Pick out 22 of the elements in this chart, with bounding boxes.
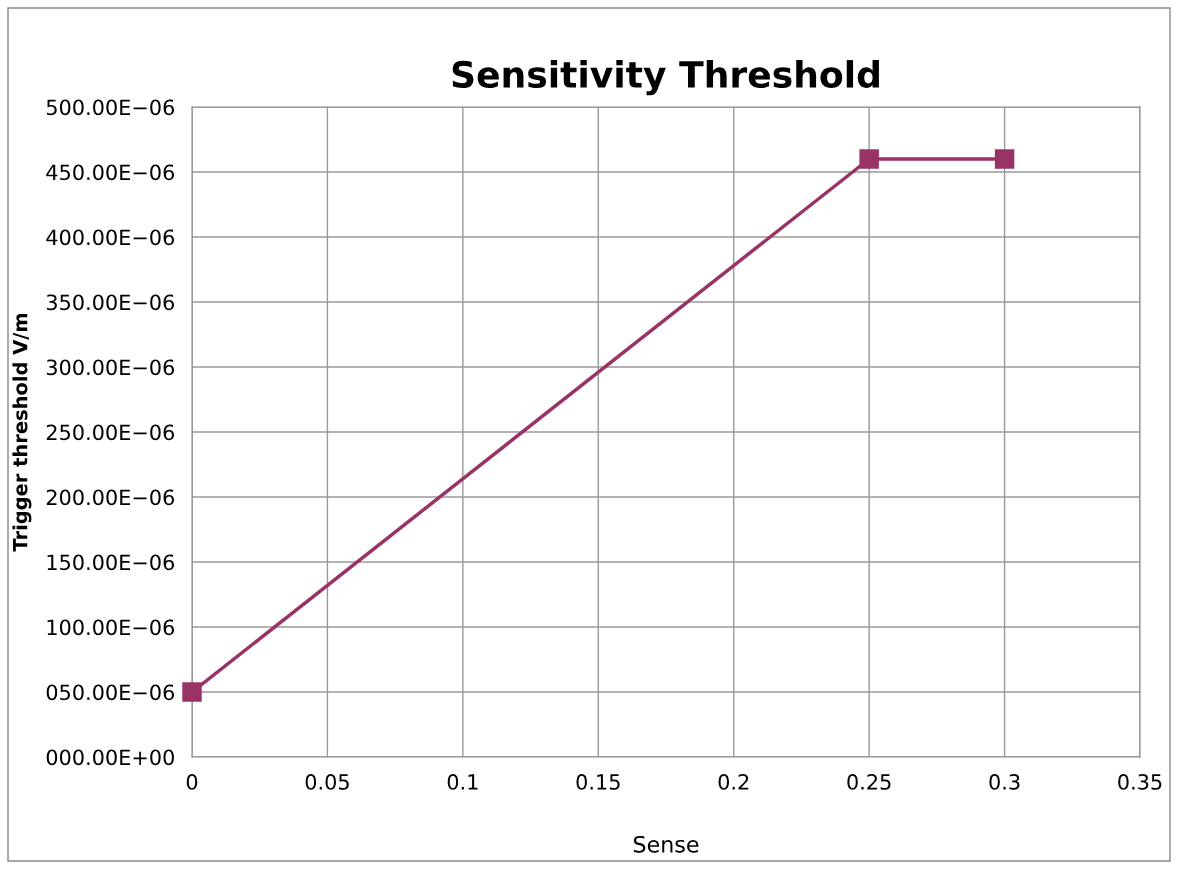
x-tick-label: 0.05 bbox=[305, 774, 349, 790]
x-axis-title: Sense bbox=[633, 835, 699, 853]
y-tick-label: 400.00E−06 bbox=[46, 229, 175, 246]
x-tick-label: 0.25 bbox=[847, 774, 891, 790]
y-tick-label: 500.00E−06 bbox=[46, 99, 175, 116]
x-tick-label: 0.3 bbox=[989, 774, 1020, 790]
x-tick-label: 0.35 bbox=[1118, 774, 1162, 790]
y-tick-label: 100.00E−06 bbox=[47, 619, 175, 636]
y-tick-label: 300.00E−06 bbox=[46, 359, 175, 376]
y-tick-label: 450.00E−06 bbox=[46, 164, 175, 181]
y-tick-label: 200.00E−06 bbox=[46, 489, 175, 506]
y-tick-label: 350.00E−06 bbox=[46, 294, 175, 311]
x-tick-label: 0 bbox=[186, 774, 198, 790]
y-tick-label: 150.00E−06 bbox=[47, 554, 175, 571]
x-tick-label: 0.2 bbox=[718, 774, 749, 790]
y-tick-label: 250.00E−06 bbox=[46, 424, 175, 441]
y-tick-label: 050.00E−06 bbox=[46, 684, 175, 701]
y-tick-label: 000.00E+00 bbox=[46, 749, 174, 766]
chart-title: Sensitivity Threshold bbox=[452, 60, 879, 96]
x-tick-label: 0.15 bbox=[576, 774, 620, 790]
x-tick-label: 0.1 bbox=[447, 774, 478, 790]
y-axis-title: Trigger threshold V/m bbox=[12, 313, 32, 552]
